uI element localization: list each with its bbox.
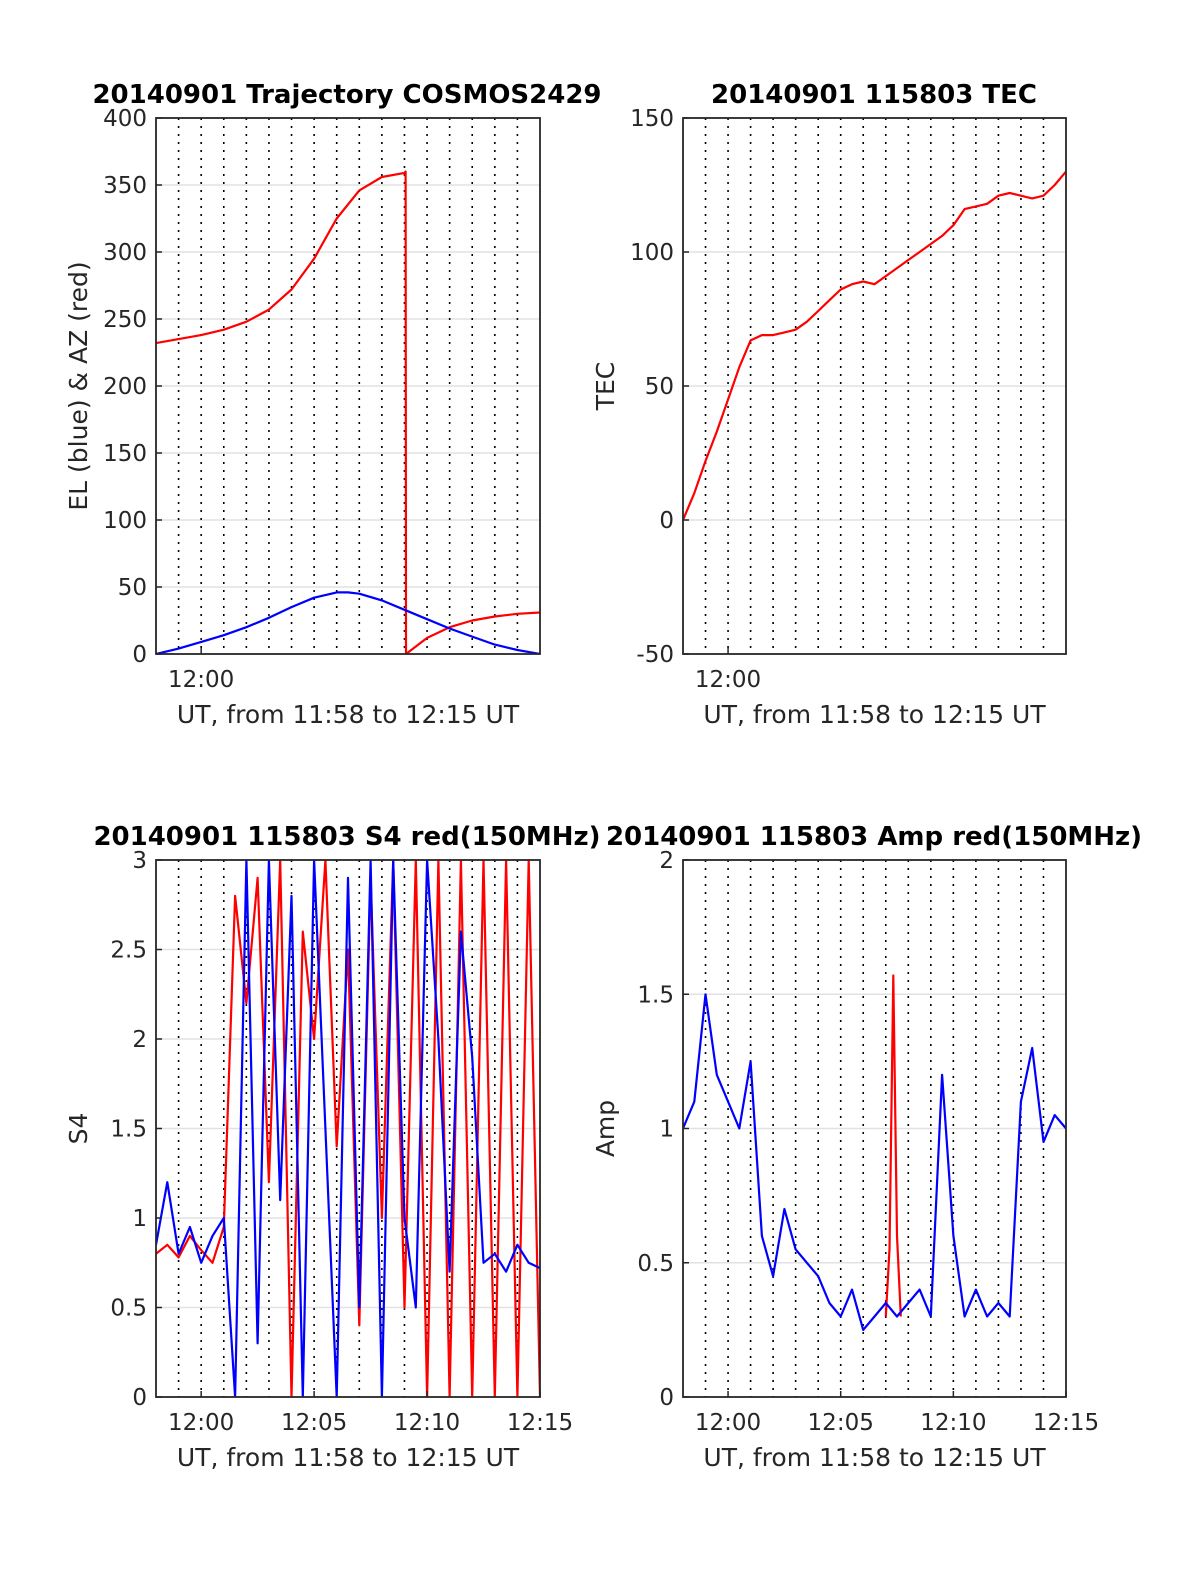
s4-panel: 0 0.5 1 1.5 2 2.5 3 12:00 12:05 12:10 12:15 2014090… (64, 822, 601, 1472)
trajectory-chart-title: 20140901 Trajectory COSMOS2429 (92, 80, 601, 110)
tec-series-0 (683, 170, 1066, 521)
trajectory-ytick-label: 350 (103, 173, 147, 199)
trajectory-xtick-label: 12:00 (168, 667, 234, 693)
s4-y-axis-label: S4 (64, 1113, 93, 1145)
amp-ytick-label: 1.5 (637, 982, 674, 1008)
tec-ytick-label: 100 (630, 240, 674, 266)
trajectory-ytick-label: 150 (103, 441, 147, 467)
trajectory-y-axis-label: EL (blue) & AZ (red) (64, 261, 93, 510)
s4-ytick-label: 2.5 (110, 938, 147, 964)
s4-series-0 (156, 860, 540, 1397)
tec-panel: -50 0 50 100 150 12:00 20140901 115803 TEC UT, … (591, 80, 1067, 729)
amp-series-1 (683, 993, 1066, 1332)
amp-chart-title: 20140901 115803 Amp red(150MHz) (606, 822, 1142, 852)
s4-ytick-label: 1 (132, 1206, 147, 1232)
s4-ytick-label: 3 (132, 848, 147, 874)
amp-series-0 (884, 974, 902, 1317)
trajectory-panel: 0 50 100 150 200 250 300 350 400 12:00 20140901 Tr… (64, 80, 602, 729)
trajectory-series-0 (156, 170, 540, 654)
s4-ytick-label: 0.5 (110, 1296, 147, 1322)
amp-panel: 0 0.5 1 1.5 2 12:00 12:05 12:10 12:15 20140901 11… (591, 822, 1142, 1472)
trajectory-ytick-label: 400 (103, 106, 147, 132)
amp-xtick-label: 12:15 (1033, 1410, 1099, 1436)
s4-x-axis-label: UT, from 11:58 to 12:15 UT (177, 1443, 520, 1472)
trajectory-ytick-label: 0 (132, 642, 147, 668)
tec-y-axis-label: TEC (591, 362, 620, 412)
amp-xtick-label: 12:10 (920, 1410, 986, 1436)
tec-ytick-label: 50 (645, 374, 674, 400)
trajectory-ytick-label: 250 (103, 307, 147, 333)
amp-xtick-label: 12:05 (808, 1410, 874, 1436)
tec-xtick-label: 12:00 (695, 667, 761, 693)
s4-xtick-label: 12:05 (281, 1410, 347, 1436)
s4-xtick-label: 12:10 (394, 1410, 460, 1436)
amp-y-axis-label: Amp (591, 1100, 620, 1157)
tec-ytick-label: -50 (636, 642, 674, 668)
tec-ytick-label: 0 (659, 508, 674, 534)
s4-chart-title: 20140901 115803 S4 red(150MHz) (93, 822, 600, 852)
trajectory-ytick-label: 200 (103, 374, 147, 400)
amp-xtick-label: 12:00 (695, 1410, 761, 1436)
trajectory-ytick-label: 300 (103, 240, 147, 266)
s4-ytick-label: 2 (132, 1027, 147, 1053)
trajectory-series-1 (156, 591, 540, 654)
s4-xtick-label: 12:00 (168, 1410, 234, 1436)
s4-ytick-label: 0 (132, 1385, 147, 1411)
s4-xtick-label: 12:15 (507, 1410, 573, 1436)
trajectory-ytick-label: 50 (118, 575, 147, 601)
amp-ytick-label: 0 (659, 1385, 674, 1411)
trajectory-x-axis-label: UT, from 11:58 to 12:15 UT (177, 700, 520, 729)
amp-ytick-label: 0.5 (637, 1251, 674, 1277)
amp-x-axis-label: UT, from 11:58 to 12:15 UT (703, 1443, 1046, 1472)
s4-ytick-label: 1.5 (110, 1117, 147, 1143)
tec-chart-title: 20140901 115803 TEC (711, 80, 1037, 110)
trajectory-ytick-label: 100 (103, 508, 147, 534)
s4-series-1 (156, 860, 540, 1397)
amp-ytick-label: 1 (659, 1117, 674, 1143)
tec-x-axis-label: UT, from 11:58 to 12:15 UT (703, 700, 1046, 729)
tec-ytick-label: 150 (630, 106, 674, 132)
amp-ytick-label: 2 (659, 848, 674, 874)
